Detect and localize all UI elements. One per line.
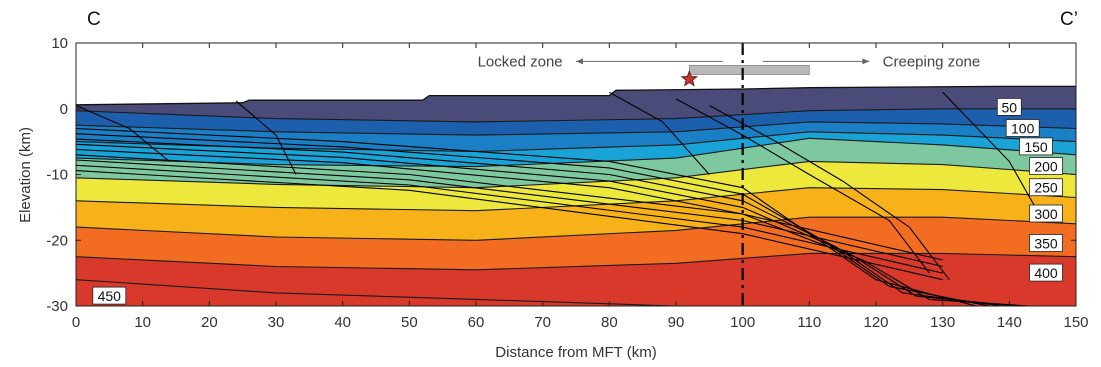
fault-line-4: [76, 143, 1017, 306]
isotherm-label-150: 150: [1024, 139, 1048, 155]
x-tick-label-80: 80: [601, 314, 618, 331]
axes: 0 10 20 30 40 50 60 70 80 90 100 110 120 130 140 150100…: [46, 35, 1088, 331]
epicenter-star-icon: [680, 70, 698, 87]
x-tick-label-20: 20: [201, 314, 218, 331]
isotherm-line-250: [76, 160, 1076, 189]
x-tick-label-60: 60: [468, 314, 485, 331]
x-tick-label-40: 40: [334, 314, 351, 331]
isotherm-label-box-150: [1019, 137, 1053, 156]
locked-zone-label: Locked zone: [478, 53, 563, 70]
isotherm-label-50: 50: [1002, 99, 1018, 115]
y-tick-label--10: -10: [46, 167, 68, 184]
x-tick-label-50: 50: [401, 314, 418, 331]
isotherm-label-box-100: [1005, 119, 1040, 137]
isotherm-label-box-400: [1029, 263, 1063, 282]
x-tick-label-30: 30: [268, 314, 285, 331]
isotherm-label-box-350: [1029, 234, 1063, 252]
topography-band: [76, 86, 1076, 122]
isotherm-line-400: [76, 252, 1076, 271]
isotherm-label-100: 100: [1011, 121, 1035, 137]
isotherm-layer-300: [76, 187, 1076, 241]
x-tick-label-130: 130: [930, 314, 955, 331]
corner-label-left: C: [87, 9, 101, 30]
y-axis-label: Elevation (km): [17, 127, 34, 223]
x-axis-label: Distance from MFT (km): [495, 344, 656, 361]
isotherm-label-box-450: [92, 286, 127, 305]
x-tick-label-150: 150: [1063, 314, 1088, 331]
fault-line-9: [76, 170, 943, 281]
isotherm-layer-100: [76, 121, 1076, 152]
fault-line-7: [76, 159, 943, 268]
isotherm-line-350: [76, 216, 1076, 241]
isotherm-layer-400: [76, 253, 1076, 306]
annotations: 50 100 150 200 250 300 350 400 450 Locked zone Cre…: [92, 43, 1063, 306]
x-tick-label-140: 140: [997, 314, 1022, 331]
x-tick-label-90: 90: [668, 314, 685, 331]
fault-line-6: [76, 154, 943, 261]
x-tick-label-10: 10: [134, 314, 151, 331]
isotherm-label-300: 300: [1034, 206, 1058, 222]
gray-bar-marker: [688, 64, 810, 75]
isotherm-layer-150: [76, 131, 1076, 167]
fault-line-13: [675, 98, 930, 274]
isotherm-line-50: [76, 108, 1076, 123]
isotherm-layer-50: [76, 108, 1076, 136]
isotherm-label-box-250: [1029, 178, 1063, 197]
isotherm-line-200: [76, 137, 1076, 168]
x-tick-label-120: 120: [863, 314, 888, 331]
fault-line-15: [942, 91, 1044, 221]
isotherm-layers: [76, 85, 1076, 306]
isotherm-label-200: 200: [1034, 159, 1058, 175]
fault-line-8: [76, 164, 943, 274]
locked-zone-arrowhead: [576, 58, 583, 65]
x-tick-label-0: 0: [72, 314, 80, 331]
surface-line: [76, 85, 1076, 106]
y-tick-label-0: 0: [60, 101, 68, 118]
fault-line-10: [76, 104, 170, 162]
isotherm-label-box-200: [1029, 157, 1063, 176]
isotherm-label-450: 450: [98, 288, 122, 304]
creeping-zone-label: Creeping zone: [883, 53, 981, 70]
fault-line-12: [609, 91, 710, 175]
x-tick-label-110: 110: [797, 314, 821, 331]
fault-line-11: [235, 100, 297, 175]
isotherm-line-450: [76, 279, 1076, 306]
x-tick-label-100: 100: [730, 314, 755, 331]
x-tick-label-70: 70: [534, 314, 551, 331]
y-tick-label-10: 10: [51, 35, 68, 52]
fault-line-14: [709, 105, 950, 281]
y-tick-label--20: -20: [46, 232, 68, 249]
isotherm-label-box-300: [1029, 204, 1063, 223]
creeping-zone-arrowhead: [862, 58, 870, 65]
isotherm-label-400: 400: [1034, 265, 1058, 281]
y-tick-label--30: -30: [46, 298, 68, 315]
isotherm-line-150: [76, 131, 1076, 153]
isotherm-layer-450: [76, 279, 1076, 306]
isotherm-label-350: 350: [1034, 236, 1058, 252]
corner-label-right: C’: [1060, 9, 1078, 30]
isotherm-label-250: 250: [1034, 180, 1058, 196]
isotherm-label-box-50: [996, 98, 1022, 116]
isotherm-layer-250: [76, 161, 1076, 211]
isotherm-layer-350: [76, 217, 1076, 270]
isotherm-line-100: [76, 121, 1076, 136]
